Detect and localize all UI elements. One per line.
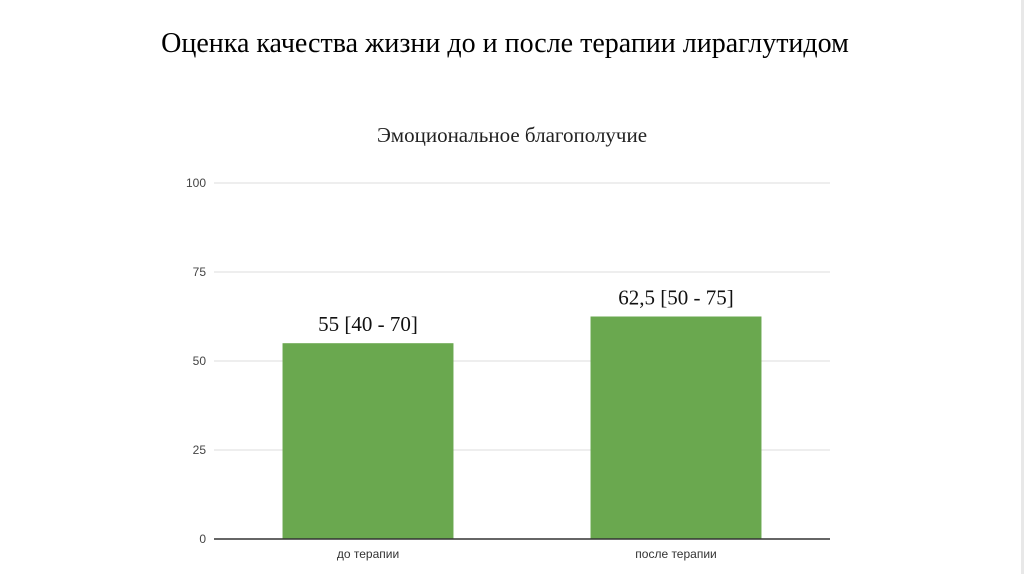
x-category-label: после терапии — [635, 547, 716, 561]
y-tick-label: 25 — [193, 443, 207, 457]
page-title: Оценка качества жизни до и после терапии… — [161, 28, 849, 59]
bars — [282, 316, 762, 539]
data-label-1: 55 [40 - 70] — [318, 312, 418, 336]
y-tick-label: 50 — [193, 354, 207, 368]
chart-title: Эмоциональное благополучие — [376, 123, 648, 147]
labels: 0 25 50 75 100 55 [40 - 70] до терапии 62,5 [50… — [186, 176, 734, 561]
x-category-label: до терапии — [337, 547, 399, 561]
y-tick-label: 100 — [186, 176, 206, 190]
slide-edge — [1021, 0, 1024, 574]
data-label-2: 62,5 [50 - 75] — [618, 286, 733, 310]
y-tick-label: 0 — [199, 532, 206, 546]
y-tick-label: 75 — [193, 265, 207, 279]
bar-1 — [282, 343, 454, 539]
bar-2 — [590, 316, 762, 539]
